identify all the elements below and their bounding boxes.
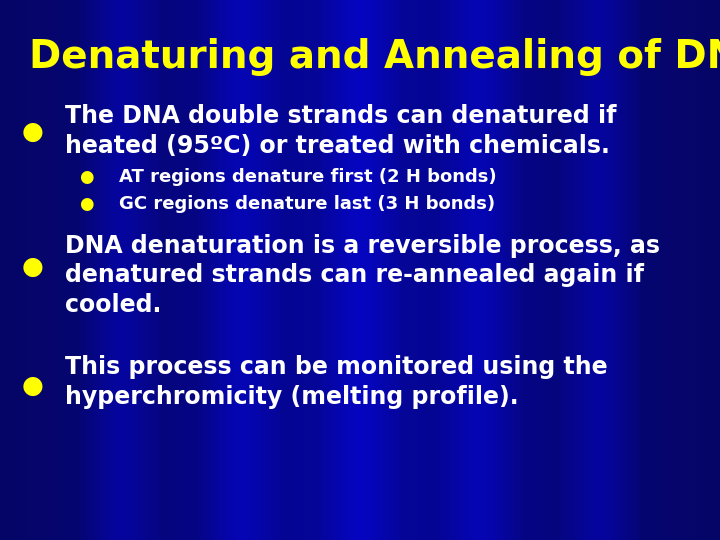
Text: heated (95ºC) or treated with chemicals.: heated (95ºC) or treated with chemicals. — [65, 134, 610, 158]
Text: Denaturing and Annealing of DNA: Denaturing and Annealing of DNA — [29, 38, 720, 76]
Text: denatured strands can re-annealed again if: denatured strands can re-annealed again … — [65, 264, 644, 287]
Text: AT regions denature first (2 H bonds): AT regions denature first (2 H bonds) — [119, 168, 496, 186]
Text: ●: ● — [22, 120, 43, 144]
Text: The DNA double strands can denatured if: The DNA double strands can denatured if — [65, 104, 616, 128]
Text: ●: ● — [79, 168, 94, 186]
Text: cooled.: cooled. — [65, 293, 161, 317]
Text: DNA denaturation is a reversible process, as: DNA denaturation is a reversible process… — [65, 234, 660, 258]
Text: ●: ● — [22, 255, 43, 279]
Text: ●: ● — [79, 195, 94, 213]
Text: ●: ● — [22, 374, 43, 398]
Text: This process can be monitored using the: This process can be monitored using the — [65, 355, 608, 379]
Text: GC regions denature last (3 H bonds): GC regions denature last (3 H bonds) — [119, 195, 495, 213]
Text: hyperchromicity (melting profile).: hyperchromicity (melting profile). — [65, 385, 518, 409]
